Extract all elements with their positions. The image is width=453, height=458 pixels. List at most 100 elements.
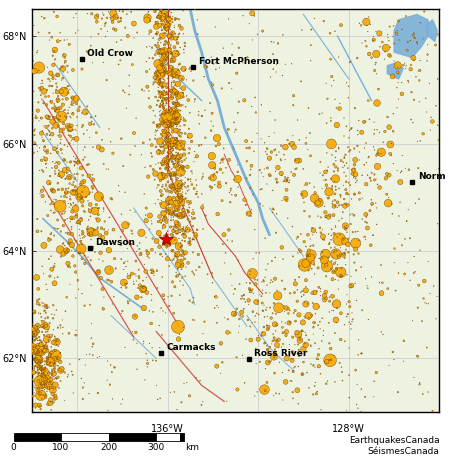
Point	[362, 211, 370, 218]
Point	[156, 13, 164, 21]
Point	[172, 196, 179, 204]
Point	[208, 269, 216, 277]
Point	[155, 97, 162, 104]
Point	[126, 207, 134, 214]
Point	[335, 144, 342, 151]
Point	[145, 173, 152, 180]
Point	[173, 212, 180, 219]
Point	[124, 280, 131, 287]
Point	[72, 268, 79, 276]
Point	[180, 223, 187, 230]
Point	[157, 251, 164, 258]
Point	[142, 234, 149, 241]
Point	[144, 249, 151, 256]
Point	[261, 386, 268, 393]
Point	[198, 190, 205, 197]
Point	[150, 267, 158, 275]
Point	[168, 210, 175, 218]
Point	[44, 212, 51, 219]
Point	[159, 61, 166, 68]
Point	[83, 109, 90, 117]
Point	[315, 322, 322, 329]
Point	[172, 70, 179, 77]
Point	[386, 124, 393, 131]
Point	[335, 217, 342, 224]
Point	[75, 195, 82, 202]
Point	[54, 355, 61, 363]
Point	[335, 165, 342, 172]
Point	[346, 394, 353, 401]
Point	[153, 30, 160, 38]
Point	[72, 125, 79, 133]
Point	[48, 229, 55, 236]
Point	[164, 138, 171, 145]
Point	[148, 246, 155, 253]
Point	[178, 171, 185, 179]
Point	[180, 202, 188, 209]
Point	[115, 61, 122, 68]
Point	[268, 257, 275, 265]
Point	[255, 332, 262, 339]
Point	[121, 24, 129, 31]
Point	[211, 165, 218, 172]
Point	[179, 145, 187, 153]
Point	[66, 174, 73, 181]
Point	[171, 163, 178, 170]
Point	[184, 176, 192, 184]
Point	[231, 145, 238, 153]
Point	[421, 299, 429, 306]
Point	[152, 7, 159, 15]
Point	[160, 213, 168, 221]
Point	[352, 174, 359, 182]
Point	[210, 122, 217, 130]
Point	[280, 340, 287, 348]
Point	[317, 288, 324, 295]
Point	[165, 76, 172, 83]
Point	[155, 76, 163, 84]
Point	[323, 262, 331, 270]
Point	[154, 122, 161, 130]
Point	[330, 161, 337, 168]
Point	[177, 244, 184, 251]
Point	[308, 26, 315, 33]
Point	[37, 372, 44, 380]
Point	[156, 56, 163, 63]
Point	[294, 249, 302, 256]
Point	[43, 388, 51, 395]
Point	[86, 191, 93, 198]
Point	[162, 109, 169, 116]
Point	[161, 90, 169, 98]
Point	[386, 51, 393, 59]
Point	[167, 92, 174, 99]
Point	[307, 243, 314, 250]
Point	[118, 310, 125, 317]
Point	[66, 174, 73, 181]
Point	[181, 228, 188, 235]
Point	[143, 204, 150, 212]
Point	[164, 152, 171, 159]
Point	[182, 66, 189, 74]
Point	[349, 170, 356, 177]
Point	[119, 307, 126, 315]
Point	[420, 295, 427, 302]
Point	[361, 233, 368, 240]
Point	[402, 65, 410, 72]
Point	[155, 218, 162, 225]
Point	[37, 92, 44, 99]
Point	[34, 148, 41, 155]
Point	[72, 95, 80, 102]
Point	[296, 136, 303, 143]
Point	[73, 113, 81, 120]
Point	[169, 75, 176, 82]
Point	[41, 371, 48, 379]
Point	[38, 365, 45, 372]
Point	[168, 199, 175, 206]
Point	[46, 351, 53, 358]
Point	[311, 184, 318, 191]
Point	[52, 170, 59, 177]
Point	[189, 249, 197, 256]
Point	[161, 47, 168, 54]
Point	[71, 161, 78, 169]
Point	[351, 191, 358, 198]
Point	[328, 232, 335, 239]
